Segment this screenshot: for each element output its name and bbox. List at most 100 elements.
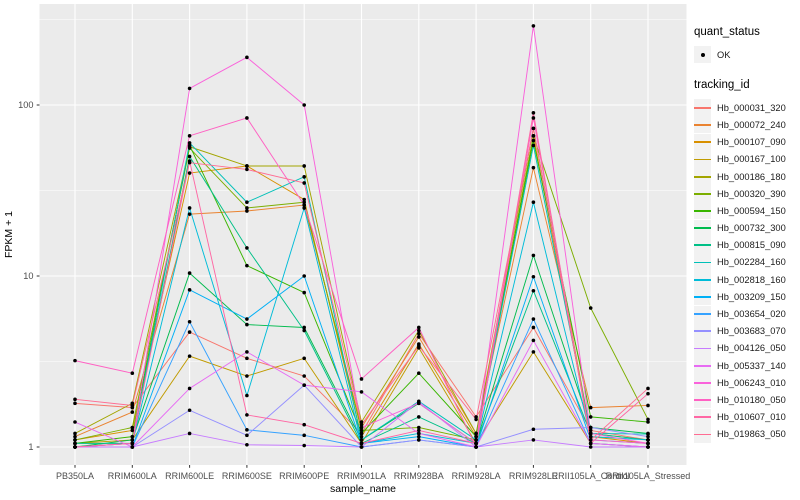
data-point bbox=[130, 445, 135, 449]
legend-color-line bbox=[694, 175, 711, 178]
legend: quant_status OK tracking_id Hb_000031_32… bbox=[694, 26, 800, 443]
data-point bbox=[130, 410, 135, 414]
data-point bbox=[474, 431, 478, 436]
line-key-icon bbox=[694, 236, 711, 254]
legend-item: Hb_002818_160 bbox=[694, 271, 800, 289]
legend-item-label: Hb_019863_050 bbox=[717, 429, 786, 440]
legend-color-line bbox=[694, 347, 711, 350]
data-point bbox=[302, 175, 307, 179]
line-key-icon bbox=[694, 357, 711, 375]
data-point bbox=[245, 433, 249, 438]
line-key-icon bbox=[694, 219, 711, 237]
data-point bbox=[531, 427, 536, 432]
data-point bbox=[73, 431, 77, 436]
data-point bbox=[417, 425, 421, 430]
line-key-icon bbox=[694, 99, 711, 117]
data-point bbox=[417, 438, 421, 442]
tracking-id-legend-list: Hb_000031_320 Hb_000072_240 Hb_000107_090 H… bbox=[694, 99, 800, 443]
data-point bbox=[245, 263, 249, 268]
x-tick-label: RRIM600PE bbox=[279, 471, 329, 481]
data-point bbox=[302, 164, 307, 168]
data-point bbox=[187, 160, 192, 165]
data-point bbox=[73, 401, 77, 406]
data-point bbox=[646, 445, 650, 449]
data-point bbox=[302, 328, 307, 333]
legend-item-label: Hb_002284_160 bbox=[717, 257, 786, 268]
data-point bbox=[73, 445, 77, 449]
data-point bbox=[531, 143, 536, 148]
data-point bbox=[245, 374, 249, 378]
legend-item: Hb_019863_050 bbox=[694, 425, 800, 443]
legend-item-label: Hb_000594_150 bbox=[717, 205, 786, 216]
data-point bbox=[187, 141, 192, 145]
data-point bbox=[245, 350, 249, 354]
legend-item-label: Hb_000732_300 bbox=[717, 223, 786, 234]
data-point bbox=[187, 86, 192, 91]
data-point bbox=[187, 171, 192, 175]
data-point bbox=[646, 432, 650, 436]
data-point bbox=[531, 126, 536, 131]
data-point bbox=[245, 393, 249, 398]
data-point bbox=[302, 181, 307, 185]
legend-item-label: Hb_000320_390 bbox=[717, 188, 786, 199]
data-point bbox=[187, 212, 192, 216]
data-point bbox=[646, 438, 650, 442]
data-point bbox=[302, 422, 307, 427]
line-key-icon bbox=[694, 391, 711, 409]
legend-item-label: Hb_005337_140 bbox=[717, 360, 786, 371]
data-point bbox=[245, 206, 249, 210]
data-point bbox=[359, 422, 364, 427]
data-point bbox=[359, 438, 364, 442]
y-axis-title: FPKM + 1 bbox=[3, 211, 15, 258]
data-point bbox=[531, 134, 536, 138]
legend-item: Hb_000815_090 bbox=[694, 236, 800, 254]
data-point bbox=[245, 167, 249, 172]
line-key-icon bbox=[694, 425, 711, 443]
data-point bbox=[302, 374, 307, 378]
data-point bbox=[245, 413, 249, 417]
line-key-icon bbox=[694, 288, 711, 306]
data-point bbox=[417, 328, 421, 333]
data-point bbox=[359, 434, 364, 439]
data-point bbox=[73, 441, 77, 446]
legend-item-label: Hb_003683_070 bbox=[717, 326, 786, 337]
data-point bbox=[187, 408, 192, 413]
data-point bbox=[245, 322, 249, 327]
legend-item: Hb_003654_020 bbox=[694, 305, 800, 323]
data-point bbox=[646, 417, 650, 422]
legend-item-label: Hb_000167_100 bbox=[717, 154, 786, 165]
legend-color-line bbox=[694, 141, 711, 144]
x-tick-label: RRII105LA_Control bbox=[552, 471, 630, 481]
x-tick-label: RRIM928LE bbox=[509, 471, 558, 481]
data-point bbox=[245, 428, 249, 432]
data-point bbox=[588, 415, 593, 419]
y-tick-label: 100 bbox=[18, 100, 33, 110]
legend-item-label: Hb_003654_020 bbox=[717, 309, 786, 320]
data-point bbox=[359, 390, 364, 394]
data-point bbox=[302, 433, 307, 438]
legend-color-line bbox=[694, 381, 711, 384]
data-point bbox=[417, 415, 421, 419]
legend-color-line bbox=[694, 313, 711, 316]
data-point bbox=[588, 441, 593, 446]
legend-item-label: Hb_010180_050 bbox=[717, 394, 786, 405]
line-key-icon bbox=[694, 202, 711, 220]
data-point bbox=[588, 425, 593, 430]
legend-item: Hb_000320_390 bbox=[694, 185, 800, 203]
data-point bbox=[474, 438, 478, 442]
legend-item-label: OK bbox=[717, 49, 731, 60]
legend-title-quant-status: quant_status bbox=[694, 26, 760, 38]
data-point bbox=[302, 203, 307, 207]
data-point bbox=[302, 383, 307, 387]
data-point bbox=[359, 420, 364, 424]
line-key-icon bbox=[694, 374, 711, 392]
legend-item: Hb_000186_180 bbox=[694, 168, 800, 186]
data-point bbox=[588, 431, 593, 436]
legend-item-label: Hb_000072_240 bbox=[717, 119, 786, 130]
data-point bbox=[417, 325, 421, 330]
data-point bbox=[245, 356, 249, 361]
y-tick-label: 1 bbox=[28, 442, 33, 452]
data-point bbox=[302, 290, 307, 295]
legend-item: Hb_003683_070 bbox=[694, 322, 800, 340]
data-point bbox=[187, 330, 192, 334]
